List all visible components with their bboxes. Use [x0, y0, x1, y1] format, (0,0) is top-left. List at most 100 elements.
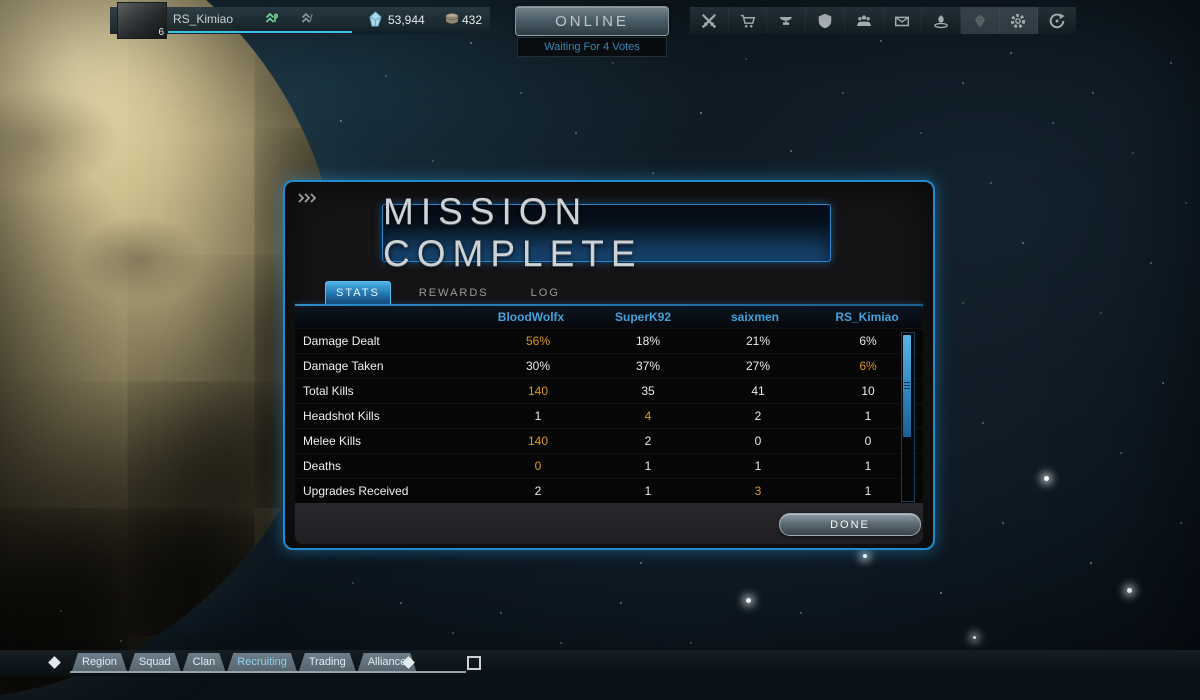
mission-complete-title: MISSION COMPLETE — [383, 191, 643, 274]
affinity-booster-icon — [264, 10, 280, 31]
xp-progress-fill — [168, 31, 352, 33]
table-scrollbar[interactable] — [901, 332, 915, 502]
stat-label: Deaths — [303, 459, 342, 473]
credit-booster-icon — [300, 10, 316, 31]
power-icon[interactable] — [1038, 7, 1076, 34]
stat-label: Melee Kills — [303, 434, 362, 448]
stat-value: 3 — [754, 484, 762, 498]
stat-value: 1 — [644, 459, 652, 473]
stat-value: 0 — [534, 459, 542, 473]
player-column-header: SuperK92 — [614, 310, 672, 324]
chat-diamond-icon[interactable] — [48, 656, 61, 669]
stat-label: Upgrades Received — [303, 484, 409, 498]
chat-tab-squad[interactable]: Squad — [129, 653, 181, 671]
player-column-header: RS_Kimiao — [835, 310, 899, 324]
bright-star — [973, 636, 976, 639]
stat-value: 1 — [864, 484, 872, 498]
stat-value: 6% — [859, 359, 877, 373]
player-name: RS_Kimiao — [173, 12, 234, 26]
player-column-header: saixmen — [730, 310, 780, 324]
bright-star — [1044, 476, 1049, 481]
chat-tab-trading[interactable]: Trading — [299, 653, 356, 671]
vote-status: Waiting For 4 Votes — [517, 37, 667, 57]
mission-complete-banner: MISSION COMPLETE — [382, 191, 831, 274]
stat-value: 1 — [534, 409, 542, 423]
table-row: Total Kills 140 35 41 10 — [295, 378, 923, 403]
tab-underline — [295, 304, 923, 306]
matchmaking-status-button[interactable]: ONLINE — [515, 6, 669, 36]
market-cart-icon[interactable] — [729, 7, 768, 34]
player-level: 6 — [158, 27, 164, 38]
stat-label: Damage Taken — [303, 359, 384, 373]
bright-star — [863, 554, 867, 558]
credits-amount: 432 — [462, 13, 483, 27]
stat-value: 37% — [635, 359, 661, 373]
platinum-amount: 53,944 — [388, 13, 425, 27]
settings-gear-icon[interactable] — [999, 7, 1039, 34]
main-menu-bar — [690, 7, 1076, 34]
stats-table-header: BloodWolfx SuperK92 saixmen RS_Kimiao — [295, 306, 923, 328]
stat-value: 1 — [754, 459, 762, 473]
chat-tab-recruiting[interactable]: Recruiting — [227, 653, 297, 671]
credits-icon — [444, 11, 460, 32]
platinum-icon — [367, 11, 384, 33]
bright-star — [746, 598, 751, 603]
stat-value: 30% — [525, 359, 551, 373]
stat-value: 56% — [525, 334, 551, 348]
stat-label: Damage Dealt — [303, 334, 380, 348]
done-button[interactable]: DONE — [779, 513, 921, 536]
stat-label: Headshot Kills — [303, 409, 380, 423]
stat-value: 4 — [644, 409, 652, 423]
chat-tab-region[interactable]: Region — [72, 653, 127, 671]
expand-chevrons-icon[interactable] — [297, 191, 319, 209]
mission-complete-panel: MISSION COMPLETE STATS REWARDS LOG Blood… — [283, 180, 935, 550]
stat-value: 10 — [861, 384, 875, 398]
stat-value: 2 — [754, 409, 762, 423]
table-row: Melee Kills 140 2 0 0 — [295, 428, 923, 453]
table-row: Upgrades Received 2 1 3 1 — [295, 478, 923, 503]
scrollbar-thumb[interactable] — [903, 335, 911, 437]
player-avatar[interactable]: 6 — [117, 2, 167, 39]
chat-tab-clan[interactable]: Clan — [183, 653, 226, 671]
result-tabs: STATS REWARDS LOG — [325, 281, 572, 305]
chat-tabs-underline — [70, 671, 466, 673]
chat-tabs: Region Squad Clan Recruiting Trading All… — [72, 653, 416, 671]
table-row: Damage Dealt 56% 18% 21% 6% — [295, 328, 923, 353]
stat-value: 41 — [751, 384, 765, 398]
clan-icon[interactable] — [845, 7, 884, 34]
stat-value: 1 — [864, 459, 872, 473]
table-row: Deaths 0 1 1 1 — [295, 453, 923, 478]
stat-value: 18% — [635, 334, 661, 348]
stat-value: 2 — [534, 484, 542, 498]
shield-icon[interactable] — [806, 7, 845, 34]
inbox-icon[interactable] — [884, 7, 923, 34]
relic-icon[interactable] — [960, 7, 1000, 34]
panel-footer: DONE — [295, 503, 923, 544]
stat-value: 1 — [864, 409, 872, 423]
chat-bar: Region Squad Clan Recruiting Trading All… — [0, 650, 1200, 676]
stat-value: 1 — [644, 484, 652, 498]
stat-value: 6% — [859, 334, 877, 348]
foundry-anvil-icon[interactable] — [767, 7, 807, 34]
stat-value: 2 — [644, 434, 652, 448]
bright-star — [1127, 588, 1132, 593]
player-column-header: BloodWolfx — [497, 310, 565, 324]
chat-maximize-icon[interactable] — [467, 656, 481, 670]
player-info-bar — [110, 7, 490, 34]
stat-value: 21% — [745, 334, 771, 348]
stat-label: Total Kills — [303, 384, 354, 398]
stat-value: 0 — [754, 434, 762, 448]
stat-value: 35 — [641, 384, 655, 398]
tab-log[interactable]: LOG — [530, 287, 560, 299]
stat-value: 27% — [745, 359, 771, 373]
market-hand-icon[interactable] — [922, 7, 961, 34]
table-row: Headshot Kills 1 4 2 1 — [295, 403, 923, 428]
stat-value: 140 — [527, 434, 549, 448]
tab-stats[interactable]: STATS — [325, 281, 391, 305]
chat-tab-alliance[interactable]: Alliance — [358, 653, 417, 671]
table-row: Damage Taken 30% 37% 27% 6% — [295, 353, 923, 378]
crossed-swords-icon[interactable] — [690, 7, 729, 34]
stat-value: 140 — [527, 384, 549, 398]
tab-rewards[interactable]: REWARDS — [418, 287, 489, 299]
stat-value: 0 — [864, 434, 872, 448]
